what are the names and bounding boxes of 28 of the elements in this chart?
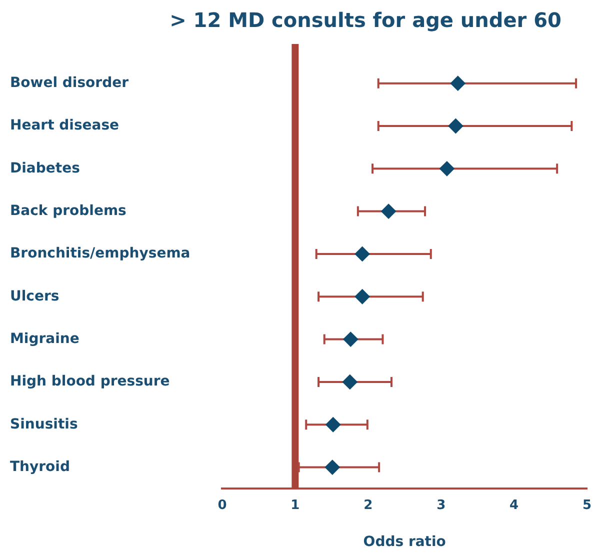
y-tick-label: Sinusitis [10, 416, 78, 432]
x-tick-label: 4 [510, 498, 519, 513]
y-tick-label: Thyroid [10, 458, 70, 475]
y-tick-label: High blood pressure [10, 374, 170, 390]
point [448, 118, 464, 134]
x-tick-label: 3 [436, 498, 446, 513]
x-tick-label: 5 [582, 498, 592, 513]
x-tick-label: 1 [290, 498, 300, 513]
point [324, 460, 340, 475]
y-tick-label: Ulcers [10, 288, 60, 304]
point [381, 204, 396, 219]
y-tick-label: Bowel disorder [10, 74, 129, 91]
point [354, 289, 370, 304]
x-axis-title: Odds ratio [363, 534, 446, 550]
x-tick-label: 0 [218, 498, 227, 513]
point [343, 332, 358, 347]
y-tick-label: Back problems [10, 202, 126, 219]
point [342, 374, 358, 390]
y-tick-label: Bronchitis/emphysema [10, 246, 190, 262]
point [354, 246, 370, 262]
point [326, 417, 341, 432]
point [439, 161, 454, 176]
x-tick-label: 2 [364, 498, 373, 513]
y-tick-label: Migraine [10, 330, 80, 347]
y-tick-label: Diabetes [10, 160, 80, 176]
point [450, 76, 466, 91]
chart-title: > 12 MD consults for age under 60 [168, 8, 562, 32]
y-tick-label: Heart disease [10, 118, 120, 134]
